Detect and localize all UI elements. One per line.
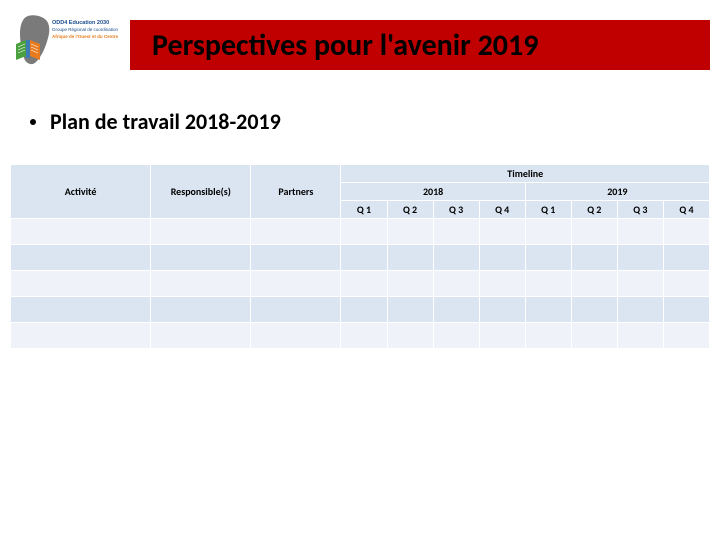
col-q: Q 2 <box>571 201 617 219</box>
col-q: Q 3 <box>433 201 479 219</box>
workplan-table: Activité Responsible(s) Partners Timelin… <box>10 164 710 349</box>
col-activity: Activité <box>11 165 151 219</box>
col-partners: Partners <box>251 165 341 219</box>
slide-title: Perspectives pour l'avenir 2019 <box>152 27 538 64</box>
bullet-dot <box>30 119 36 125</box>
table-row <box>11 245 710 271</box>
col-year-2019: 2019 <box>525 183 709 201</box>
table-body <box>11 219 710 349</box>
book-icon <box>16 40 40 60</box>
col-responsible: Responsible(s) <box>151 165 251 219</box>
bullet-row: Plan de travail 2018-2019 <box>30 108 281 135</box>
col-q: Q 2 <box>387 201 433 219</box>
title-box: Perspectives pour l'avenir 2019 <box>130 20 710 70</box>
slide: ODD4 Education 2030 Groupe Régional de c… <box>0 0 720 540</box>
table-row <box>11 271 710 297</box>
logo-line2: Groupe Régional de coordination <box>52 27 119 32</box>
table-row <box>11 297 710 323</box>
col-year-2018: 2018 <box>341 183 525 201</box>
logo-line3: Afrique de l'Ouest et du Centre <box>52 34 119 39</box>
col-q: Q 4 <box>479 201 525 219</box>
bullet-text: Plan de travail 2018-2019 <box>50 108 281 135</box>
col-q: Q 4 <box>663 201 709 219</box>
col-q: Q 3 <box>617 201 663 219</box>
col-q: Q 1 <box>525 201 571 219</box>
col-timeline: Timeline <box>341 165 710 183</box>
logo: ODD4 Education 2030 Groupe Régional de c… <box>10 12 130 72</box>
table-row <box>11 219 710 245</box>
col-q: Q 1 <box>341 201 387 219</box>
logo-line1: ODD4 Education 2030 <box>52 20 109 26</box>
table-row <box>11 323 710 349</box>
header: ODD4 Education 2030 Groupe Régional de c… <box>0 18 720 78</box>
